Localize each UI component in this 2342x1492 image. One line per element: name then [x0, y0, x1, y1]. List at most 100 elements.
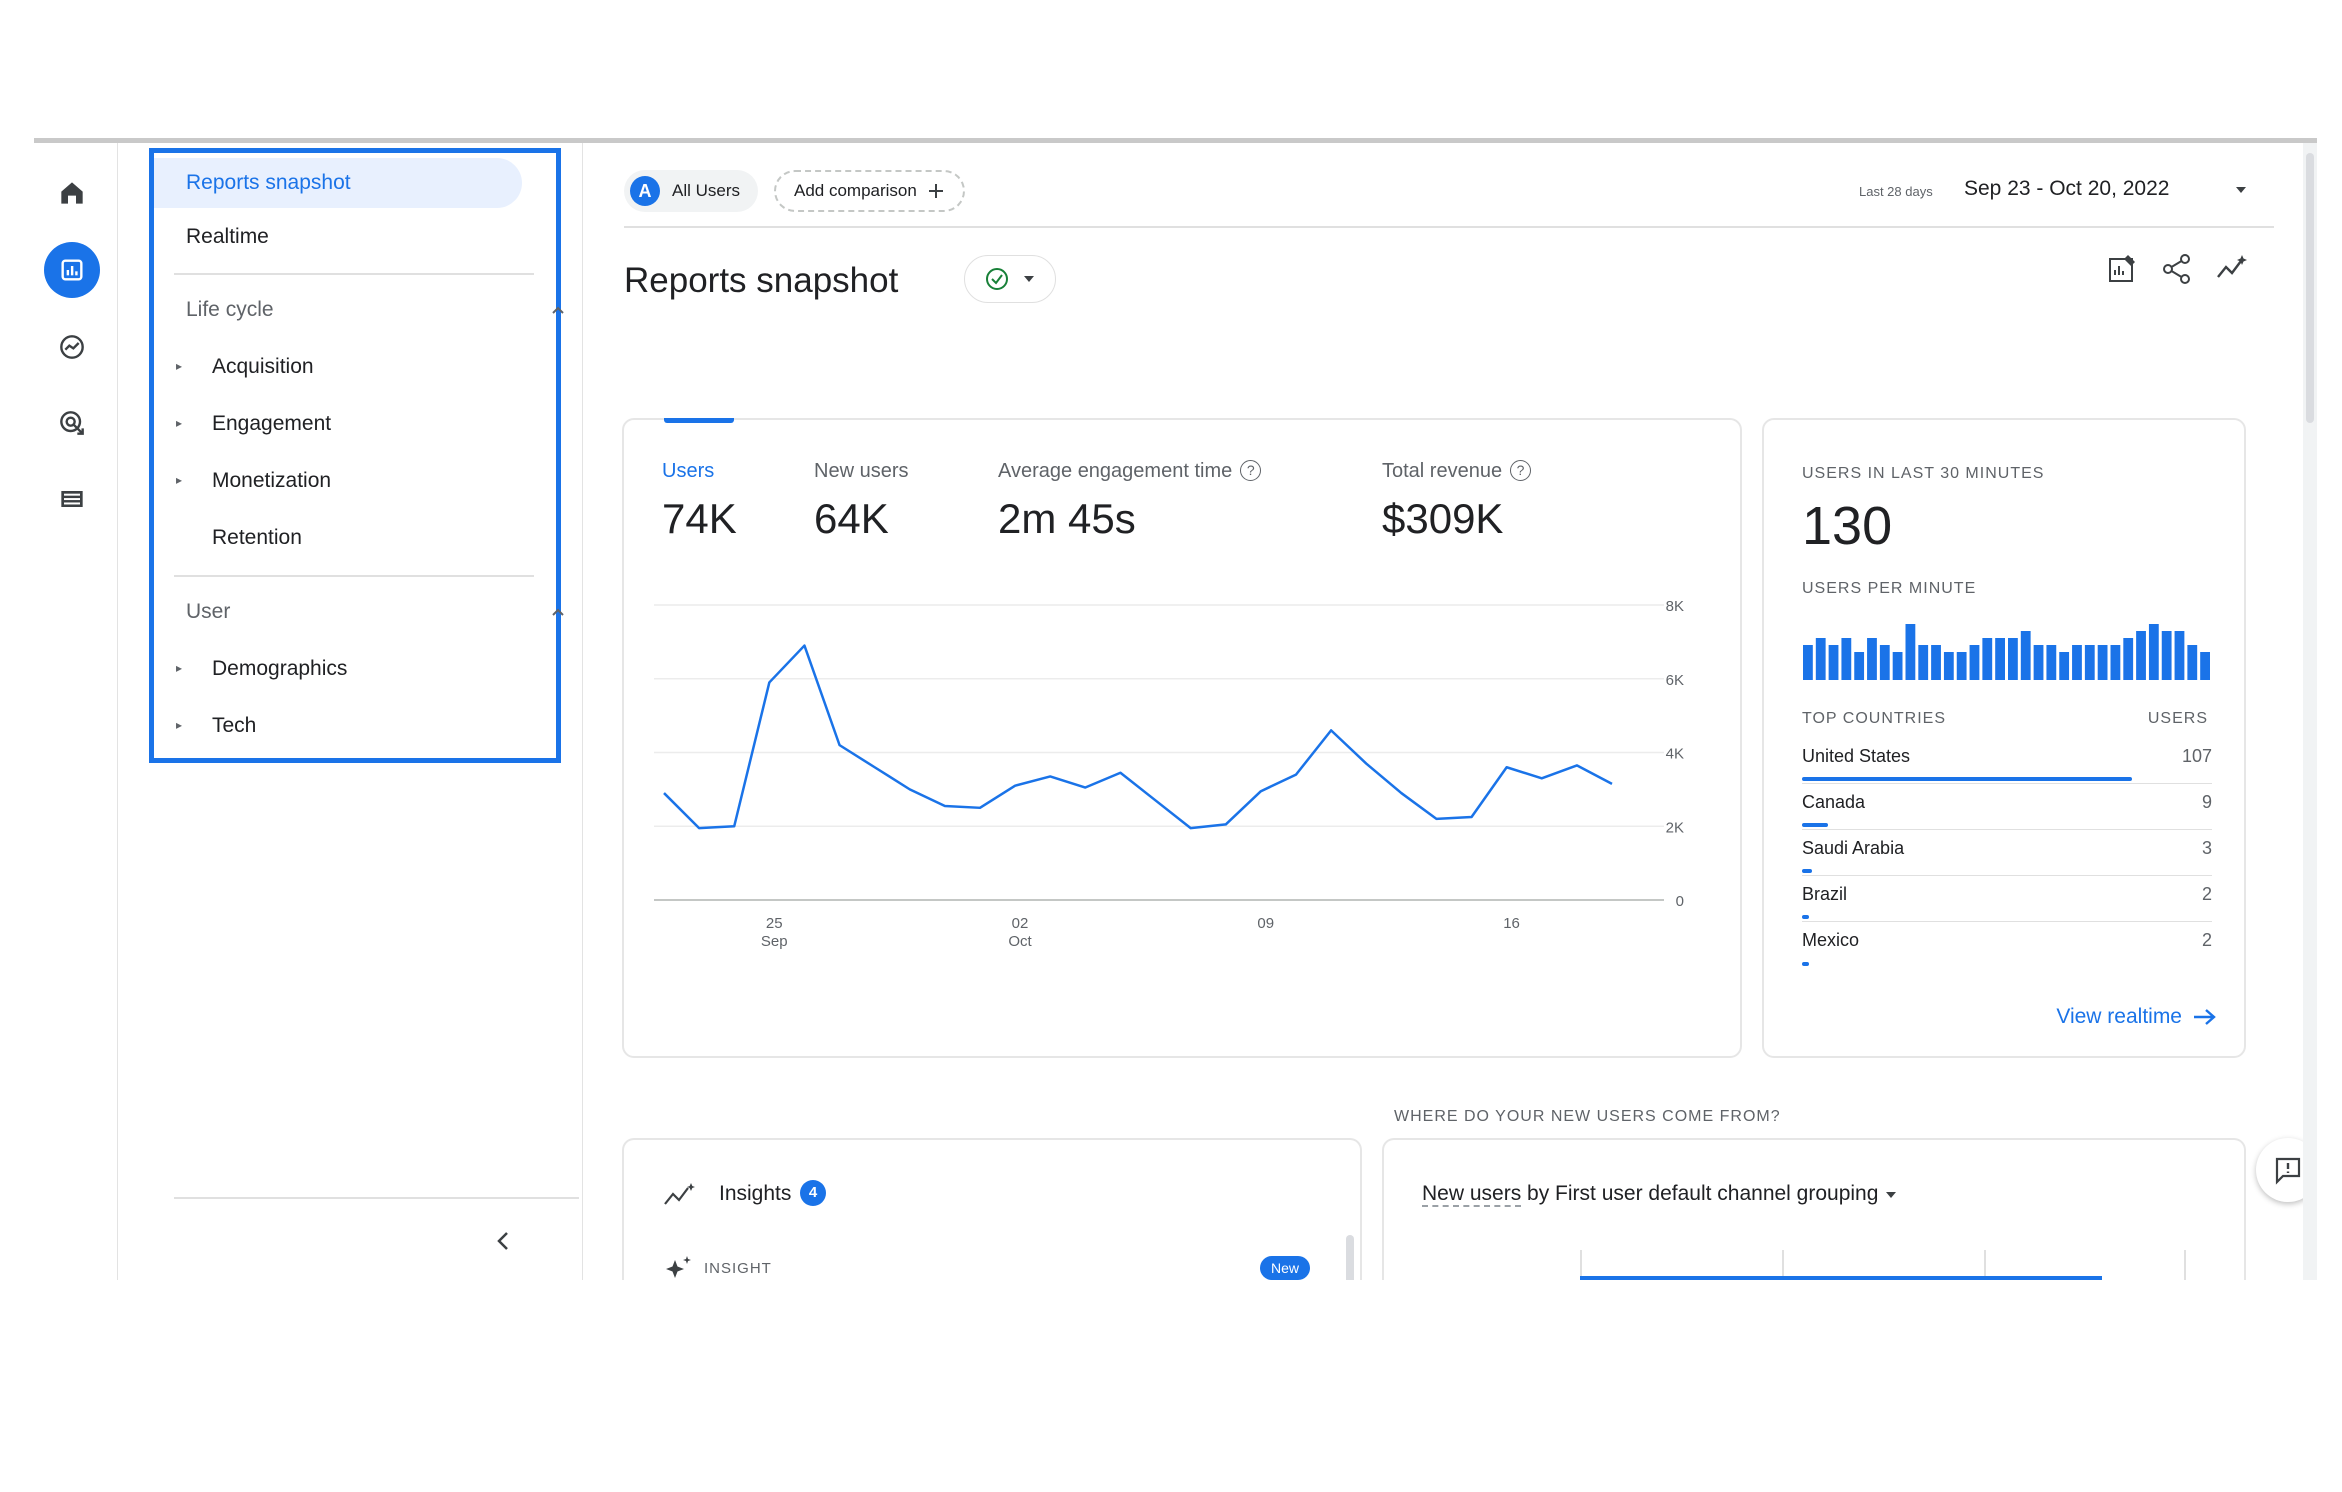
channel-bar — [1580, 1276, 2102, 1280]
scrollbar-thumb[interactable] — [2306, 153, 2314, 423]
channel-grouping-selector[interactable]: New users by First user default channel … — [1422, 1182, 1898, 1207]
left-rail — [34, 143, 118, 1280]
new-users-channel-card: New users by First user default channel … — [1382, 1138, 2246, 1280]
reports-nav: Reports snapshot Realtime Life cycle ▸ A… — [118, 143, 583, 1280]
per-minute-bar — [2033, 645, 2044, 680]
status-dropdown[interactable] — [964, 255, 1056, 303]
metric-tab-revenue[interactable]: Total revenue? — [1382, 460, 1532, 483]
country-row: Brazil 2 — [1802, 876, 2212, 922]
date-preset-label[interactable]: Last 28 days — [1859, 184, 1933, 199]
x-tick-label: 16 — [1503, 915, 1520, 932]
share-icon[interactable] — [2159, 251, 2195, 287]
grid-line — [1580, 1250, 1582, 1280]
realtime-users-count: 130 — [1802, 496, 1893, 556]
per-minute-bar — [1956, 652, 1967, 680]
explore-icon[interactable] — [44, 319, 100, 375]
metric-label-new-users[interactable]: New users — [814, 460, 909, 482]
page-scrollbar[interactable] — [2303, 143, 2317, 1280]
per-minute-bar — [1841, 638, 1852, 680]
metrics-card: Users 74K New users 64K Average engageme… — [622, 418, 1742, 1058]
collapse-nav-icon[interactable] — [488, 1226, 518, 1256]
nav-highlight-box — [149, 148, 561, 763]
caret-down-icon[interactable] — [2234, 185, 2248, 195]
add-comparison-label: Add comparison — [794, 181, 917, 200]
metric-value-total-revenue: $309K — [1382, 495, 1504, 542]
y-tick-label: 6K — [1666, 672, 1684, 689]
expand-caret-icon: ▸ — [176, 718, 183, 732]
country-row: Canada 9 — [1802, 784, 2212, 830]
country-bar — [1802, 869, 1812, 873]
date-range[interactable]: Sep 23 - Oct 20, 2022 — [1964, 177, 2170, 200]
segment-chip[interactable]: A All Users — [624, 170, 759, 212]
country-row: Mexico 2 — [1802, 922, 2212, 968]
nav-item-retention[interactable]: Retention — [212, 526, 302, 549]
insights-count-badge: 4 — [800, 1180, 826, 1206]
expand-caret-icon: ▸ — [176, 359, 183, 373]
advertising-icon[interactable] — [44, 395, 100, 451]
per-minute-bar — [1905, 624, 1916, 680]
top-countries-caption: TOP COUNTRIES — [1802, 710, 1946, 727]
x-tick-month-label: Sep — [761, 933, 788, 950]
metric-selector[interactable]: New users — [1422, 1182, 1522, 1207]
feedback-icon — [2275, 1157, 2301, 1185]
per-minute-bar — [2148, 624, 2159, 680]
country-name: Canada — [1802, 792, 1866, 812]
dimension-selector[interactable]: by First user default channel grouping — [1521, 1182, 1879, 1205]
per-minute-bar — [2059, 652, 2070, 680]
configure-icon[interactable] — [44, 471, 100, 527]
chevron-up-icon[interactable] — [548, 602, 568, 622]
metric-tab-engagement[interactable]: Average engagement time? — [998, 460, 1262, 483]
insight-label: INSIGHT — [704, 1260, 772, 1277]
country-users: 107 — [2181, 746, 2212, 766]
nav-item-realtime[interactable]: Realtime — [186, 225, 269, 248]
help-icon[interactable]: ? — [1240, 460, 1262, 481]
nav-section-user[interactable]: User — [186, 600, 231, 623]
sparkle-icon — [666, 1256, 691, 1278]
insights-scrollbar[interactable] — [1346, 1235, 1354, 1280]
nav-item-acquisition[interactable]: Acquisition — [212, 355, 314, 378]
nav-divider — [174, 1197, 579, 1199]
expand-caret-icon: ▸ — [176, 661, 183, 675]
per-minute-bar — [2008, 638, 2018, 680]
nav-item-tech[interactable]: Tech — [212, 714, 257, 737]
help-icon[interactable]: ? — [1510, 460, 1532, 481]
x-tick-label: 25 — [766, 915, 783, 932]
country-users: 2 — [2201, 884, 2212, 904]
users-series-line[interactable] — [663, 644, 1613, 830]
view-realtime-link[interactable]: View realtime — [2056, 1005, 2218, 1029]
per-minute-bar — [1931, 645, 1941, 680]
check-circle-icon — [986, 268, 1008, 290]
metric-value-new-users: 64K — [814, 495, 889, 542]
caret-down-icon — [1024, 276, 1034, 282]
caret-down-icon — [1886, 1192, 1897, 1198]
per-minute-bar — [1982, 638, 1993, 680]
nav-item-demographics[interactable]: Demographics — [212, 657, 348, 680]
users-per-minute-caption: USERS PER MINUTE — [1802, 580, 1977, 597]
per-minute-bar — [1879, 645, 1890, 680]
insights-icon[interactable] — [2214, 251, 2250, 287]
per-minute-bar — [1918, 645, 1929, 680]
arrow-right-icon — [2194, 1009, 2216, 1025]
per-minute-bar — [2110, 645, 2121, 680]
segment-badge: A — [630, 176, 660, 206]
country-name: Mexico — [1802, 930, 1860, 950]
nav-section-lifecycle[interactable]: Life cycle — [186, 298, 274, 321]
insights-card: Insights 4 INSIGHT New — [622, 1138, 1362, 1280]
per-minute-bar — [2046, 645, 2057, 680]
chevron-up-icon[interactable] — [548, 300, 568, 320]
per-minute-bar — [1969, 645, 1980, 680]
nav-item-monetization[interactable]: Monetization — [212, 469, 332, 492]
country-name: Brazil — [1802, 884, 1848, 904]
expand-caret-icon: ▸ — [176, 473, 183, 487]
per-minute-bar — [1803, 645, 1813, 680]
customize-report-icon[interactable] — [2104, 251, 2140, 287]
metric-value-engagement-time: 2m 45s — [998, 495, 1136, 542]
reports-icon[interactable] — [44, 242, 100, 298]
nav-item-reports-snapshot[interactable]: Reports snapshot — [154, 158, 522, 208]
add-comparison-button[interactable]: Add comparison — [774, 170, 965, 212]
home-icon[interactable] — [44, 165, 100, 221]
nav-item-engagement[interactable]: Engagement — [212, 412, 332, 435]
metric-label-users[interactable]: Users — [662, 460, 715, 482]
per-minute-bar — [1815, 638, 1826, 680]
